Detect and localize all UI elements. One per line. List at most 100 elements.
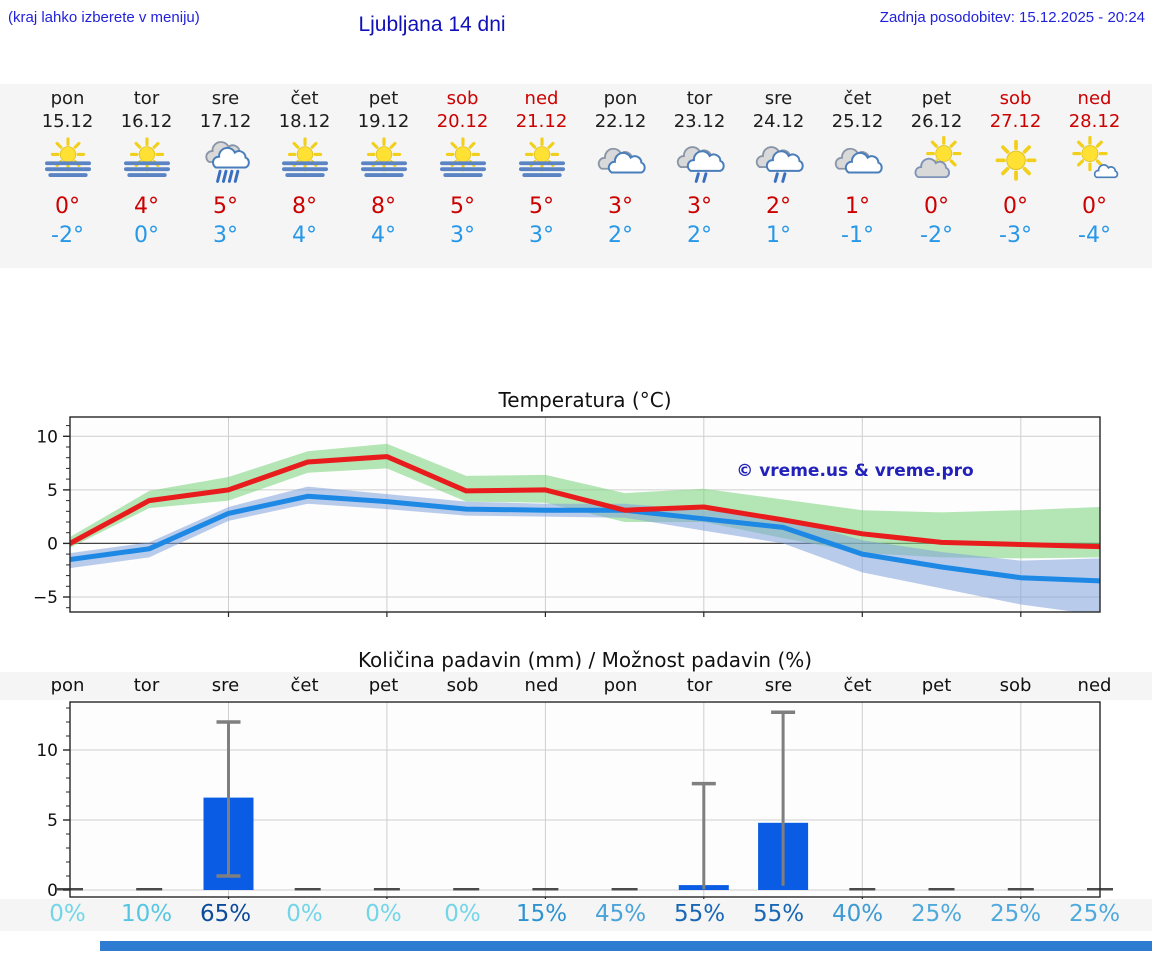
y-tick-label: −5: [33, 588, 58, 608]
low-temp: 2°: [687, 223, 712, 248]
day-name: sre: [764, 88, 793, 109]
plot-frame: [69, 416, 1101, 613]
precip-day-label: sre: [764, 675, 793, 696]
low-temp: 0°: [134, 223, 159, 248]
precip-day-label: ned: [524, 675, 559, 696]
precip-probability: 25%: [989, 901, 1042, 927]
zero-precip-mark: [928, 888, 955, 891]
precip-probability: 10%: [120, 901, 173, 927]
y-tick-label: 10: [36, 427, 58, 447]
zero-precip-mark: [532, 888, 559, 891]
weather-icon-sun-fog: [434, 135, 492, 189]
high-temp: 0°: [1082, 194, 1107, 219]
weather-icon-sun-fog: [513, 135, 571, 189]
day-name: sob: [446, 88, 479, 109]
y-tick-label: 5: [47, 481, 58, 501]
day-date: 27.12: [989, 111, 1042, 132]
high-temp: 8°: [292, 194, 317, 219]
forecast-day: ned 21.12 5° 3°: [502, 84, 581, 268]
zero-precip-mark: [294, 888, 321, 891]
weather-icon-sun-fog: [118, 135, 176, 189]
min-temperature-line: [70, 493, 1100, 584]
weather-icon-cloudy: [592, 135, 650, 189]
precip-day-label: sob: [446, 675, 479, 696]
zero-precip-mark: [1007, 888, 1034, 891]
precip-probability: 0%: [365, 901, 402, 927]
precip-probability: 0%: [286, 901, 323, 927]
day-name: pet: [921, 88, 952, 109]
precip-day-label: tor: [133, 675, 160, 696]
forecast-strip: pon 15.12 0° -2° tor 16.12 4° 0° sre 17.12 5° 3° čet…: [0, 84, 1152, 268]
y-tick-label: 5: [47, 811, 58, 831]
y-tick-label: 0: [47, 881, 58, 899]
high-temp: 5°: [529, 194, 554, 219]
forecast-day: tor 23.12 3° 2°: [660, 84, 739, 268]
day-date: 22.12: [594, 111, 647, 132]
low-temp: 2°: [608, 223, 633, 248]
y-tick-label: 10: [36, 741, 58, 761]
precip-day-label: pet: [921, 675, 952, 696]
day-date: 18.12: [278, 111, 331, 132]
zero-precip-mark: [373, 888, 400, 891]
precip-day-label: ned: [1077, 675, 1112, 696]
zero-precip-mark: [849, 888, 876, 891]
precip-probability: 65%: [199, 901, 252, 927]
weather-icon-rain: [197, 135, 255, 189]
low-temp: 3°: [450, 223, 475, 248]
day-date: 21.12: [515, 111, 568, 132]
day-name: ned: [1077, 88, 1112, 109]
precip-probability: 40%: [831, 901, 884, 927]
precip-probability: 25%: [910, 901, 963, 927]
low-temp: 4°: [292, 223, 317, 248]
temperature-chart-title: Temperatura (°C): [498, 388, 672, 412]
precip-day-label: pet: [368, 675, 399, 696]
low-temp: -1°: [841, 223, 874, 248]
page-title: Ljubljana 14 dni: [358, 13, 506, 36]
day-date: 17.12: [199, 111, 252, 132]
y-tick-label: 0: [47, 534, 58, 554]
day-date: 20.12: [436, 111, 489, 132]
day-date: 16.12: [120, 111, 173, 132]
high-temp: 0°: [1003, 194, 1028, 219]
day-name: čet: [843, 88, 872, 109]
weather-icon-partly-cloudy: [908, 135, 966, 189]
precip-probability-row: 0% 10% 65% 0% 0% 0% 15% 45% 55% 55% 40% 25% 25% 25%: [0, 899, 1152, 931]
day-name: sre: [211, 88, 240, 109]
forecast-day: tor 16.12 4° 0°: [107, 84, 186, 268]
weather-icon-cloudy: [829, 135, 887, 189]
low-temp: -2°: [920, 223, 953, 248]
precip-probability: 25%: [1068, 901, 1121, 927]
high-temp: 5°: [213, 194, 238, 219]
max-temperature-line: [70, 454, 1100, 550]
plot-frame: [69, 701, 1101, 898]
precip-day-label: pon: [603, 675, 638, 696]
weather-icon-sunny: [987, 135, 1045, 189]
day-name: pon: [603, 88, 638, 109]
last-updated: Zadnja posodobitev: 15.12.2025 - 20:24: [879, 9, 1145, 26]
forecast-day: pon 22.12 3° 2°: [581, 84, 660, 268]
high-temp: 2°: [766, 194, 791, 219]
high-temp: 0°: [55, 194, 80, 219]
precip-day-label: sre: [211, 675, 240, 696]
low-temp: 3°: [213, 223, 238, 248]
low-temp: 3°: [529, 223, 554, 248]
high-temp: 1°: [845, 194, 870, 219]
forecast-day: ned 28.12 0° -4°: [1055, 84, 1134, 268]
precip-day-label: čet: [290, 675, 319, 696]
precipitation-chart-title: Količina padavin (mm) / Možnost padavin …: [357, 648, 813, 672]
weather-icon-light-rain: [671, 135, 729, 189]
high-temp: 3°: [608, 194, 633, 219]
precip-day-label: pon: [50, 675, 85, 696]
location-note: (kraj lahko izberete v meniju): [8, 9, 200, 26]
high-temp: 3°: [687, 194, 712, 219]
day-name: ned: [524, 88, 559, 109]
weather-icon-sun-fog: [355, 135, 413, 189]
high-temp: 8°: [371, 194, 396, 219]
day-date: 15.12: [41, 111, 94, 132]
day-date: 19.12: [357, 111, 410, 132]
precip-day-label: tor: [686, 675, 713, 696]
day-name: tor: [133, 88, 160, 109]
day-date: 28.12: [1068, 111, 1121, 132]
day-name: tor: [686, 88, 713, 109]
precip-probability: 0%: [444, 901, 481, 927]
